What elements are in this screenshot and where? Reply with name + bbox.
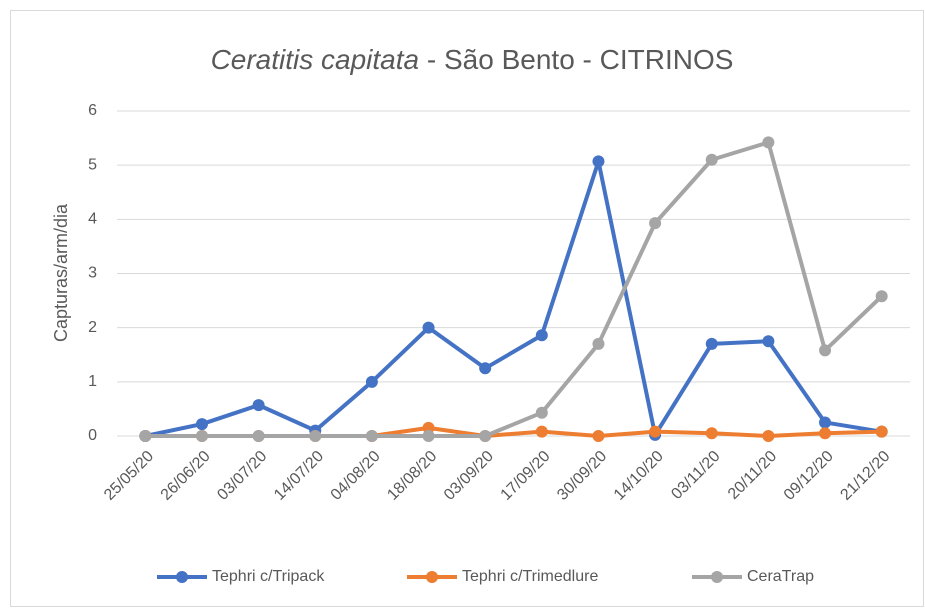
data-point — [819, 416, 832, 429]
data-point — [535, 406, 548, 419]
data-point — [252, 399, 265, 412]
data-point — [195, 430, 208, 442]
legend-marker — [426, 571, 438, 583]
title-rest: - São Bento - CITRINOS — [419, 44, 733, 75]
data-point — [649, 217, 662, 230]
data-point — [422, 321, 435, 334]
data-point — [762, 136, 775, 149]
series-line — [144, 159, 882, 438]
legend-marker — [176, 571, 188, 583]
y-tick-label: 2 — [88, 319, 97, 336]
title-italic: Ceratitis capitata — [211, 44, 420, 75]
chart-title: Ceratitis capitata - São Bento - CITRINO… — [211, 44, 734, 75]
data-point — [762, 335, 775, 348]
legend-label: CeraTrap — [747, 568, 814, 585]
legend-label: Tephri c/Trimedlure — [462, 568, 598, 585]
y-tick-label: 4 — [88, 211, 97, 228]
data-point — [535, 329, 548, 342]
y-axis-label: Capturas/arm/dia — [51, 203, 71, 342]
data-point — [365, 375, 378, 388]
data-point — [705, 427, 718, 440]
data-point — [762, 430, 775, 442]
data-point — [819, 427, 832, 440]
y-tick-label: 5 — [88, 156, 97, 173]
data-point — [875, 290, 888, 303]
data-point — [592, 155, 605, 168]
data-point — [875, 425, 888, 438]
data-point — [535, 425, 548, 438]
data-point — [195, 418, 208, 431]
data-point — [705, 337, 718, 350]
data-point — [365, 430, 378, 442]
y-tick-label: 3 — [88, 265, 97, 282]
data-point — [422, 430, 435, 442]
data-point — [139, 430, 152, 442]
y-tick-label: 6 — [88, 102, 97, 119]
data-point — [252, 430, 265, 442]
data-point — [592, 430, 605, 442]
data-point — [705, 153, 718, 166]
y-tick-label: 1 — [88, 373, 97, 390]
data-point — [592, 337, 605, 350]
data-point — [479, 430, 492, 442]
series-line — [145, 140, 884, 438]
legend-label: Tephri c/Tripack — [212, 568, 325, 585]
data-point — [309, 430, 322, 442]
data-point — [649, 425, 662, 438]
y-tick-label: 0 — [88, 427, 97, 444]
data-point — [819, 344, 832, 357]
legend-marker — [711, 571, 723, 583]
data-point — [479, 362, 492, 375]
chart-frame — [10, 10, 924, 607]
